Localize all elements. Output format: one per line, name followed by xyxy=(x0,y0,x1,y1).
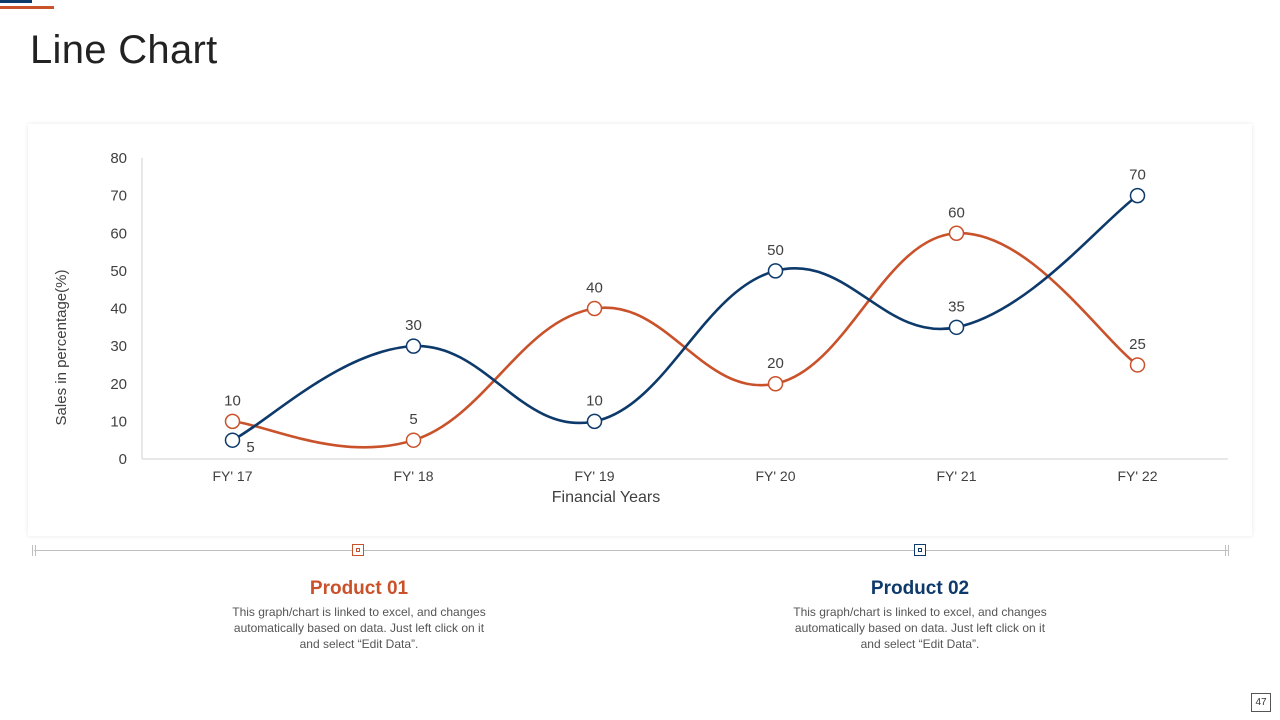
product-01-description: This graph/chart is linked to excel, and… xyxy=(232,605,486,651)
series-line-2 xyxy=(231,194,1139,442)
product-02-block: Product 02 This graph/chart is linked to… xyxy=(785,578,1055,652)
data-label-series-1: 10 xyxy=(224,392,241,409)
y-axis-title: Sales in percentage(%) xyxy=(53,270,70,426)
y-tick-label: 70 xyxy=(110,188,127,205)
data-label-series-2: 35 xyxy=(948,298,965,315)
line-chart[interactable]: 0 10 20 30 40 50 60 70 80 FY' 17 FY' 18 FY' 19 FY' 2… xyxy=(28,124,1252,536)
y-tick-label: 0 xyxy=(119,451,127,468)
timeline-cap-right xyxy=(1228,545,1229,556)
timeline-cap-right-inner xyxy=(1225,545,1226,556)
accent-bar-orange xyxy=(0,6,54,9)
data-point-series-2 xyxy=(405,338,422,354)
data-point-series-2 xyxy=(586,413,603,430)
page-title: Line Chart xyxy=(30,28,218,72)
data-label-series-1: 5 xyxy=(409,411,417,428)
data-point-series-1 xyxy=(1129,357,1146,373)
x-tick-label: FY' 21 xyxy=(936,468,976,484)
y-tick-label: 80 xyxy=(110,150,127,167)
y-tick-label: 30 xyxy=(110,338,127,355)
data-label-series-1: 20 xyxy=(767,355,784,372)
y-tick-label: 60 xyxy=(110,225,127,242)
x-tick-label: FY' 20 xyxy=(755,468,795,484)
product-02-marker-icon xyxy=(914,544,926,556)
data-point-series-2 xyxy=(1129,187,1146,204)
data-point-series-2 xyxy=(767,263,784,279)
product-01-marker-icon xyxy=(352,544,364,556)
x-tick-label: FY' 18 xyxy=(393,468,433,484)
data-point-series-1 xyxy=(767,376,784,392)
product-01-block: Product 01 This graph/chart is linked to… xyxy=(224,578,494,652)
timeline-line xyxy=(34,550,1228,551)
data-label-series-1: 40 xyxy=(586,280,603,297)
data-label-series-2: 30 xyxy=(405,317,422,334)
data-label-series-1: 25 xyxy=(1129,336,1146,353)
product-02-description: This graph/chart is linked to excel, and… xyxy=(793,605,1047,651)
y-tick-label: 40 xyxy=(110,301,127,318)
product-01-title: Product 01 xyxy=(309,578,409,599)
y-tick-label: 10 xyxy=(110,413,127,430)
data-point-series-1 xyxy=(948,225,965,241)
y-tick-label: 50 xyxy=(110,263,127,280)
accent-bar-navy xyxy=(0,0,32,3)
product-02-title: Product 02 xyxy=(870,578,970,599)
page-number: 47 xyxy=(1251,693,1271,712)
data-point-series-2 xyxy=(948,319,965,336)
series-line-1 xyxy=(232,231,1139,449)
x-tick-label: FY' 17 xyxy=(212,468,252,484)
data-label-series-1: 60 xyxy=(948,204,965,221)
timeline-cap-left xyxy=(32,545,33,556)
data-label-series-2: 50 xyxy=(767,242,784,259)
x-tick-label: FY' 22 xyxy=(1117,468,1157,484)
data-point-series-2 xyxy=(224,432,241,448)
chart-panel[interactable]: 0 10 20 30 40 50 60 70 80 FY' 17 FY' 18 FY' 19 FY' 2… xyxy=(28,124,1252,536)
data-label-series-2: 70 xyxy=(1129,167,1146,184)
legend-timeline xyxy=(30,544,1232,558)
x-axis-title: Financial Years xyxy=(552,489,661,506)
data-point-series-1 xyxy=(405,432,422,448)
y-tick-label: 20 xyxy=(110,376,127,393)
data-label-series-2: 5 xyxy=(246,439,254,456)
x-tick-label: FY' 19 xyxy=(574,468,614,484)
data-point-series-1 xyxy=(586,300,603,317)
data-label-series-2: 10 xyxy=(586,392,603,409)
data-point-series-1 xyxy=(224,413,241,430)
